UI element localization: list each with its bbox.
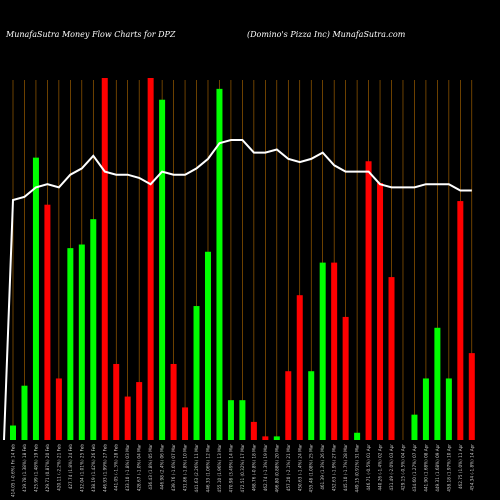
chart-header-right: (Domino's Pizza Inc) MunafaSutra.com (247, 30, 406, 39)
x-tick-label: 449.31 (1.68%) 09 Apr (435, 444, 440, 492)
x-tick-label: 436.43 (1.8%) 05 Mar (148, 444, 153, 490)
flow-bar-up (10, 425, 16, 440)
flow-bar-up (193, 306, 200, 440)
x-tick-label: 462.75 (1.0%) 11 Apr (458, 444, 463, 489)
flow-bar-down (182, 407, 189, 440)
x-axis-labels: 414.05 (-0.6%) Fri 14 Feb 419.78 (1.38%) … (11, 444, 475, 497)
flow-bar-down (101, 78, 108, 440)
x-tick-label: 457.20 (-2.1%) 21 Mar (286, 444, 291, 492)
x-tick-label: 458.18 (1.97%) 10 Apr (446, 444, 451, 492)
flow-bar-up (273, 436, 280, 440)
x-tick-label: 455.48 (1.08%) 25 Mar (309, 444, 314, 493)
x-tick-label: 446.33 (1.06%) 12 Mar (205, 444, 210, 493)
x-tick-label: 434.60 (1.27%) 07 Apr (412, 444, 417, 492)
x-tick-label: 445.10 (-1.7%) 28 Mar (343, 444, 348, 492)
x-tick-label: 433.10 (-1.8%) 03 Mar (125, 444, 130, 492)
flow-bar-up (445, 378, 452, 440)
flow-bar-up (78, 244, 85, 440)
x-tick-label: 431.49 (-2.0%) 03 Apr (389, 444, 394, 491)
flow-bar-up (239, 400, 246, 440)
x-tick-label: 449.15 (0.91%) 31 Mar (355, 444, 360, 493)
flow-bar-down (388, 277, 395, 440)
x-tick-label: 420.11 (-2.2%) 21 Feb (56, 444, 61, 491)
x-tick-label: 450.63 (-1.4%) 24 Mar (297, 444, 302, 492)
x-tick-label: 446.71 (-0.5%) 01 Apr (366, 444, 371, 491)
x-tick-label: 440.26 (-1.4%) 02 Apr (378, 444, 383, 491)
money-flow-bars (10, 78, 475, 441)
x-tick-label: 425.99 (1.48%) 19 Feb (33, 444, 38, 492)
x-tick-label: 414.05 (-0.6%) Fri 14 Feb (11, 444, 16, 497)
flow-bar-up (411, 414, 418, 440)
flow-bar-up (32, 157, 39, 440)
flow-bar-down (250, 421, 257, 440)
x-tick-label: 432.04 (1.01%) 25 Feb (79, 444, 84, 492)
flow-bar-up (67, 248, 74, 440)
flow-bar-up (204, 251, 211, 440)
flow-bar-down (113, 363, 120, 440)
x-tick-label: 472.51 (0.32%) 17 Mar (240, 444, 245, 493)
flow-bar-down (331, 262, 338, 440)
trend-line (3, 139, 472, 441)
flow-bar-up (227, 400, 234, 440)
x-tick-label: 438.19 (1.42%) 26 Feb (91, 444, 96, 492)
x-tick-label: 466.80 (0.88%) 20 Mar (274, 444, 279, 493)
x-tick-label: 419.78 (1.38%) 18 Feb (22, 444, 27, 492)
flow-bar-down (136, 382, 143, 440)
x-tick-label: 441.63 (2.26%) 11 Mar (194, 444, 199, 493)
flow-bar-up (159, 99, 166, 440)
flow-bar-down (377, 182, 384, 441)
x-tick-label: 462.74 (-1.3%) 19 Mar (263, 444, 268, 492)
flow-bar-up (434, 327, 441, 440)
x-tick-label: 461.39 (1.3%) 26 Mar (320, 444, 325, 490)
flow-bar-down (124, 396, 131, 440)
x-tick-label: 452.63 (-1.9%) 27 Mar (332, 444, 337, 492)
x-tick-label: 454.34 (-1.8%) 14 Apr (469, 444, 474, 491)
flow-bar-down (44, 204, 51, 440)
flow-bar-up (21, 385, 28, 440)
chart-header-left: MunafaSutra Money Flow Charts for DPZ (5, 30, 176, 39)
x-tick-label: 441.90 (1.68%) 08 Apr (423, 444, 428, 492)
x-tick-label: 428.67 (-1.0%) 04 Mar (137, 444, 142, 492)
flow-bar-down (468, 353, 475, 440)
x-tick-label: 431.86 (-1.8%) 10 Mar (183, 444, 188, 492)
flow-bar-down (296, 295, 303, 440)
x-tick-label: 439.76 (-1.6%) 07 Mar (171, 444, 176, 492)
x-tick-label: 468.76 (-0.8%) 18 Mar (251, 444, 256, 492)
x-tick-label: 429.15 (-0.5%) 04 Apr (400, 444, 405, 491)
x-tick-label: 427.74 (1.8%) 24 Feb (68, 444, 73, 490)
flow-bar-down (170, 363, 177, 440)
x-tick-label: 429.71 (0.87%) 20 Feb (45, 444, 50, 492)
flow-bar-up (216, 88, 223, 441)
flow-bar-down (147, 78, 154, 440)
flow-bar-down (55, 378, 62, 440)
x-tick-label: 446.98 (2.4%) 06 Mar (160, 444, 165, 490)
flow-bar-down (285, 371, 292, 440)
flow-bar-up (422, 378, 429, 440)
flow-bar-up (354, 432, 361, 440)
flow-bar-down (457, 201, 464, 440)
x-tick-label: 470.98 (3.49%) 14 Mar (228, 444, 233, 493)
flow-bar-up (308, 371, 315, 440)
flow-bar-down (342, 316, 349, 440)
flow-bar-down (365, 161, 372, 440)
flow-bar-up (90, 219, 97, 440)
flow-bar-down (262, 436, 269, 440)
x-tick-label: 441.05 (-1.3%) 28 Feb (114, 444, 119, 491)
flow-bar-up (319, 262, 326, 440)
x-tick-label: 446.93 (1.99%) 27 Feb (102, 444, 107, 492)
x-tick-label: 455.10 (1.96%) 13 Mar (217, 444, 222, 493)
